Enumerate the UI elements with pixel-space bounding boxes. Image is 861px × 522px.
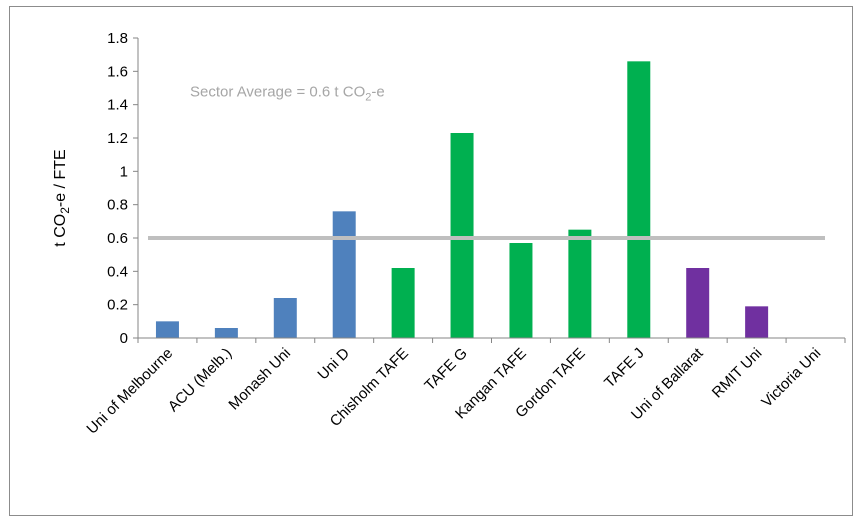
bar	[568, 229, 592, 338]
bar	[273, 298, 297, 338]
bar	[332, 211, 356, 338]
bar	[214, 328, 238, 338]
x-category-label: Uni D	[314, 345, 353, 384]
y-axis-ticks: 0 0.2 0.4 0.6 0.8 1 1.2 1.4 1.6 1.8	[107, 30, 138, 347]
bar	[391, 268, 415, 338]
x-category-label: TAFE G	[421, 345, 471, 395]
x-category-label: Victoria Uni	[758, 345, 824, 411]
bar	[509, 243, 533, 338]
x-category-label: ACU (Melb.)	[165, 345, 235, 415]
bars	[155, 61, 769, 338]
y-tick-label: 1.4	[107, 97, 128, 114]
y-tick-label: 0.6	[107, 230, 128, 247]
y-tick-label: 1.2	[107, 130, 128, 147]
sector-average-annotation: Sector Average = 0.6 t CO2-e	[190, 83, 385, 103]
y-tick-label: 0	[120, 330, 128, 347]
y-tick-label: 0.2	[107, 297, 128, 314]
y-tick-label: 1.6	[107, 63, 128, 80]
x-category-label: TAFE J	[601, 345, 648, 392]
bar	[686, 268, 710, 338]
bar-chart: 0 0.2 0.4 0.6 0.8 1 1.2 1.4 1.6 1.8 Sector Averag…	[52, 30, 846, 438]
bar	[627, 61, 651, 338]
bar	[450, 133, 474, 338]
y-tick-label: 0.4	[107, 263, 128, 280]
chart-frame: 0 0.2 0.4 0.6 0.8 1 1.2 1.4 1.6 1.8 Sector Averag…	[9, 6, 853, 516]
x-category-label: Monash Uni	[225, 345, 294, 414]
y-tick-label: 1.8	[107, 30, 128, 47]
x-category-label: Uni of Melbourne	[83, 345, 176, 438]
bar	[745, 306, 769, 338]
bar	[155, 321, 179, 338]
y-axis-label: t CO2-e / FTE	[52, 149, 72, 246]
y-tick-label: 1	[120, 163, 128, 180]
x-category-label: RMIT Uni	[709, 345, 766, 402]
y-tick-label: 0.8	[107, 197, 128, 214]
